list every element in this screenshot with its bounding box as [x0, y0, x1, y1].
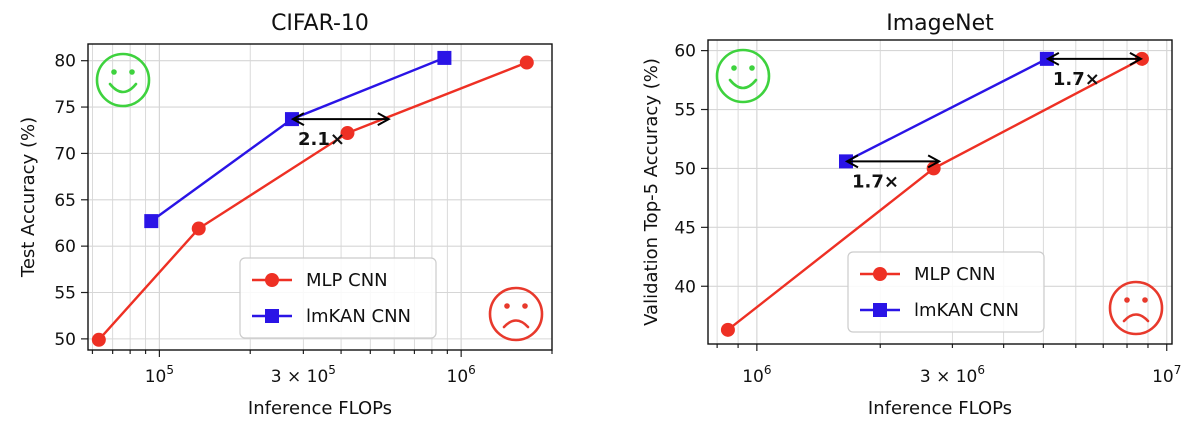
y-tick-label: 40	[674, 277, 696, 297]
series-line-lmkan-cnn	[845, 57, 1048, 163]
sad-mouth	[1122, 313, 1150, 323]
x-tick-label: 107	[1152, 363, 1181, 387]
speedup-annotation: 1.7×	[844, 154, 942, 192]
legend-label: MLP CNN	[306, 270, 388, 291]
y-tick-label: 70	[54, 144, 76, 164]
y-tick-label: 50	[674, 159, 696, 179]
y-tick-label: 60	[674, 42, 696, 62]
legend-label: lmKAN CNN	[914, 300, 1019, 321]
annotation-arrowhead	[844, 154, 859, 169]
sad-eye	[504, 303, 510, 309]
y-tick-label: 50	[54, 330, 76, 350]
annotation-arrowhead	[927, 154, 942, 169]
sad-outline	[1108, 280, 1164, 336]
legend-label: MLP CNN	[914, 264, 996, 285]
smiley-outline	[95, 52, 151, 108]
y-tick-label: 80	[54, 52, 76, 72]
data-point-mlp-cnn	[926, 161, 941, 176]
annotation-arrowhead	[290, 112, 305, 126]
plot-area	[720, 51, 1149, 337]
sad-eye	[522, 303, 528, 309]
y-axis: 50 55 60 65 70 75 80	[54, 52, 552, 350]
sad-eye	[1142, 297, 1148, 303]
x-tick-base: 10	[1152, 367, 1174, 387]
chart-title: ImageNet	[886, 11, 994, 36]
series-line-mlp-cnn	[97, 61, 528, 341]
annotation-label: 1.7×	[852, 171, 899, 192]
x-tick-exponent: 6	[764, 363, 772, 377]
sad-mouth	[502, 319, 530, 329]
x-tick-label: 105	[145, 363, 174, 387]
speedup-annotation: 2.1×	[290, 112, 391, 150]
legend-label: lmKAN CNN	[306, 306, 411, 327]
x-tick-label: 106	[447, 363, 476, 387]
y-axis-title: Test Accuracy (%)	[18, 117, 39, 278]
x-tick-base: 3 × 10	[271, 367, 329, 387]
x-axis: 106 3 × 106 107	[742, 363, 1181, 387]
legend-marker-circle	[265, 273, 279, 287]
x-tick-exponent: 6	[977, 363, 985, 377]
smiley-eye	[129, 69, 135, 75]
smiley-eye	[111, 69, 117, 75]
annotation-arrowhead	[377, 112, 391, 126]
x-tick-label: 3 × 106	[920, 363, 985, 387]
x-tick-base: 10	[447, 367, 469, 387]
data-point-mlp-cnn	[519, 55, 534, 70]
speedup-annotation: 1.7×	[1045, 51, 1144, 90]
smiley-eye	[749, 65, 755, 71]
data-point-mlp-cnn	[191, 221, 206, 236]
x-tick-exponent: 6	[468, 363, 476, 377]
legend-box	[239, 257, 437, 339]
smiley-face-icon	[715, 48, 771, 104]
legend-box	[847, 251, 1045, 333]
x-tick-base: 10	[742, 367, 764, 387]
chart-title: CIFAR-10	[271, 11, 369, 36]
sad-outline	[488, 286, 544, 342]
data-point-mlp-cnn	[340, 126, 355, 141]
annotation-arrowhead	[1129, 51, 1144, 66]
annotation-arrowhead	[1045, 51, 1060, 66]
x-tick-base: 3 × 10	[920, 367, 978, 387]
smiley-face-icon	[95, 52, 151, 108]
sad-eye	[1124, 297, 1130, 303]
sad-face-icon	[488, 286, 544, 342]
x-tick-exponent: 5	[166, 363, 174, 377]
x-tick-label: 106	[742, 363, 771, 387]
annotation-label: 2.1×	[298, 129, 345, 150]
annotation-label: 1.7×	[1053, 69, 1100, 90]
legend-marker-circle	[873, 267, 887, 281]
x-tick-exponent: 5	[328, 363, 336, 377]
legend-marker-square	[873, 303, 887, 317]
data-point-lmkan-cnn	[437, 50, 452, 65]
sad-face-icon	[1108, 280, 1164, 336]
y-tick-label: 60	[54, 237, 76, 257]
y-tick-label: 55	[674, 101, 696, 121]
plot-frame	[707, 39, 1173, 345]
legend: MLP CNN lmKAN CNN	[239, 257, 437, 339]
x-tick-exponent: 7	[1174, 363, 1182, 377]
y-tick-label: 45	[674, 218, 696, 238]
y-tick-label: 75	[54, 98, 76, 118]
smiley-mouth	[108, 82, 138, 94]
y-tick-label: 65	[54, 191, 76, 211]
x-tick-base: 10	[145, 367, 167, 387]
x-axis-title: Inference FLOPs	[868, 398, 1012, 419]
smiley-mouth	[728, 78, 758, 90]
data-point-mlp-cnn	[720, 322, 735, 337]
x-axis: 105 3 × 105 106	[145, 363, 476, 387]
y-axis-title: Validation Top-5 Accuracy (%)	[641, 58, 662, 326]
data-point-lmkan-cnn	[144, 214, 159, 229]
legend-marker-square	[265, 309, 279, 323]
plot-frame	[87, 43, 553, 351]
y-tick-label: 55	[54, 284, 76, 304]
x-tick-label: 3 × 105	[271, 363, 336, 387]
x-axis-title: Inference FLOPs	[248, 398, 392, 419]
data-point-mlp-cnn	[91, 332, 106, 347]
legend: MLP CNN lmKAN CNN	[847, 251, 1045, 333]
smiley-eye	[731, 65, 737, 71]
smiley-outline	[715, 48, 771, 104]
